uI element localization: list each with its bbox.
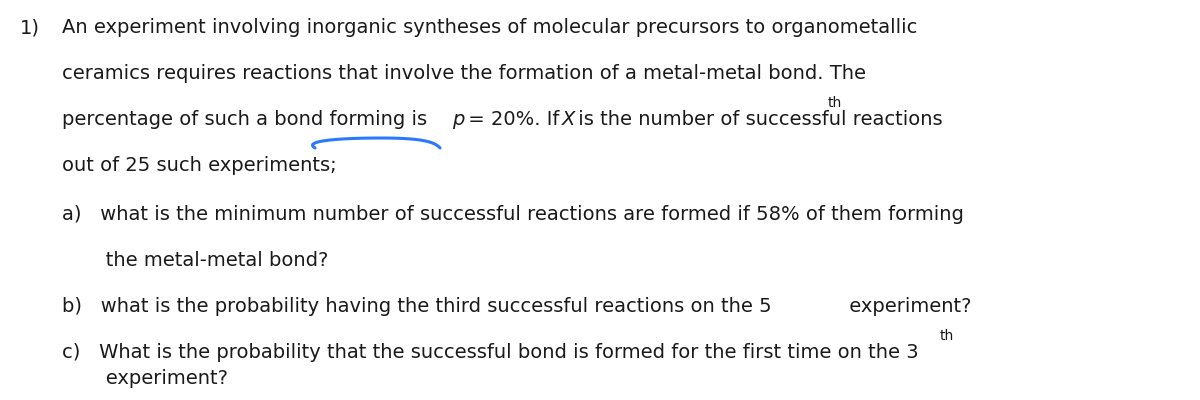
- Text: th: th: [828, 96, 842, 110]
- Text: is the number of successful reactions: is the number of successful reactions: [572, 110, 943, 129]
- Text: experiment?: experiment?: [842, 297, 972, 316]
- Text: the metal-metal bond?: the metal-metal bond?: [62, 251, 329, 270]
- Text: X: X: [562, 110, 575, 129]
- Text: experiment?: experiment?: [62, 369, 228, 388]
- Text: 1): 1): [20, 18, 40, 37]
- Text: p: p: [452, 110, 464, 129]
- Text: th: th: [940, 329, 954, 343]
- Text: ceramics requires reactions that involve the formation of a metal-metal bond. Th: ceramics requires reactions that involve…: [62, 64, 866, 83]
- Text: An experiment involving inorganic syntheses of molecular precursors to organomet: An experiment involving inorganic synthe…: [62, 18, 917, 37]
- Text: a)   what is the minimum number of successful reactions are formed if 58% of the: a) what is the minimum number of success…: [62, 205, 964, 224]
- Text: b)   what is the probability having the third successful reactions on the 5: b) what is the probability having the th…: [62, 297, 772, 316]
- Text: c)   What is the probability that the successful bond is formed for the first ti: c) What is the probability that the succ…: [62, 343, 919, 362]
- Text: out of 25 such experiments;: out of 25 such experiments;: [62, 156, 337, 175]
- Text: percentage of such a bond forming is: percentage of such a bond forming is: [62, 110, 433, 129]
- Text: = 20%. If: = 20%. If: [462, 110, 565, 129]
